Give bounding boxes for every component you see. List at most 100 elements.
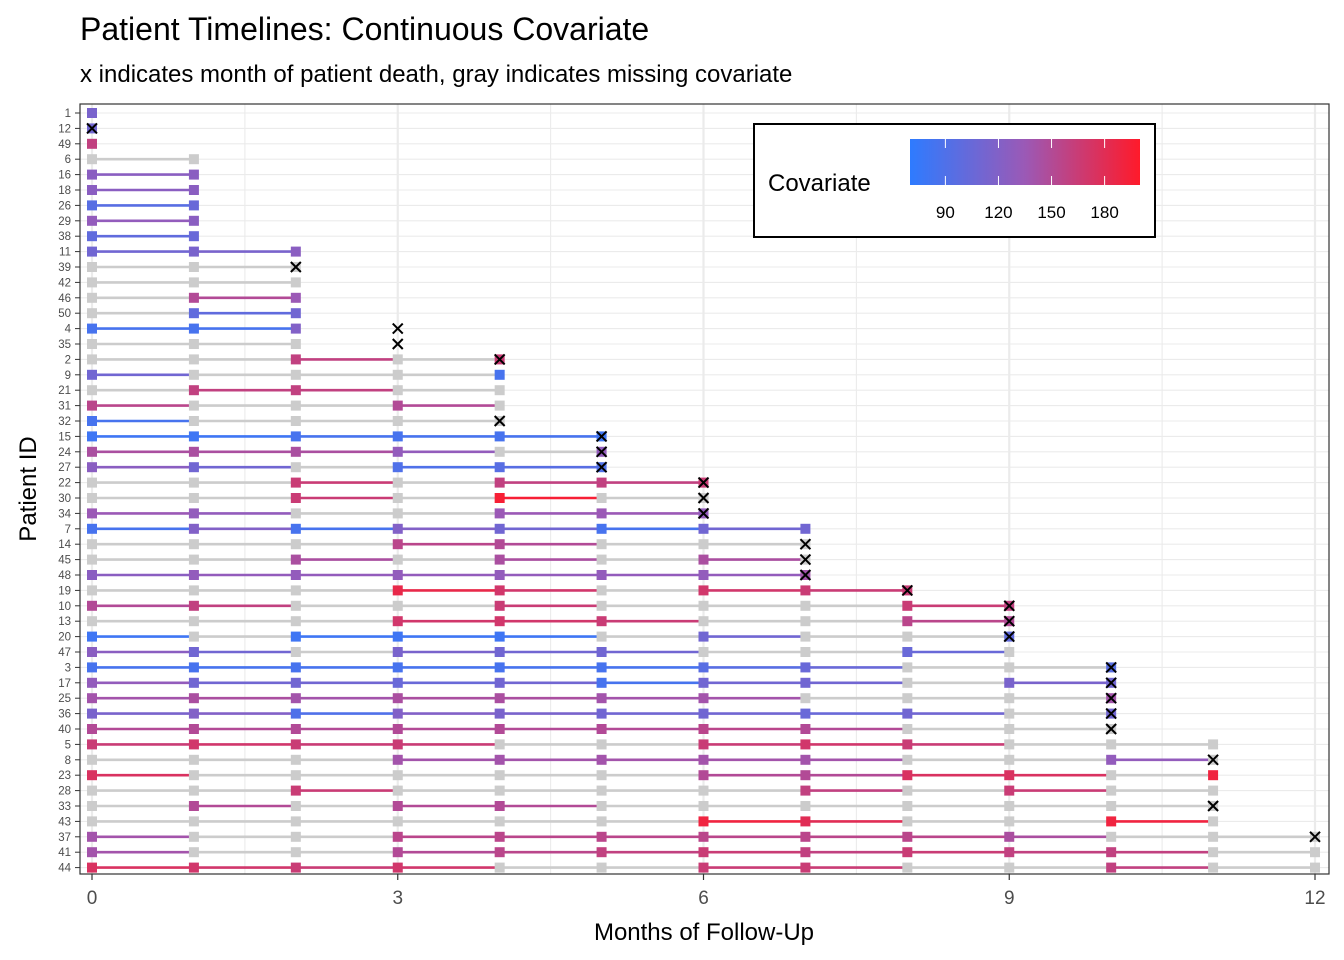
x-tick-label: 0 <box>87 888 98 909</box>
y-tick-label: 4 <box>65 324 72 336</box>
observation-point <box>188 616 199 627</box>
death-marker <box>901 584 914 597</box>
observation-point <box>596 693 607 704</box>
observation-point <box>290 600 301 611</box>
observation-point <box>698 570 709 580</box>
observation-point <box>87 169 97 180</box>
death-marker-stroke <box>799 553 812 566</box>
death-marker <box>697 476 710 489</box>
y-tick-label: 14 <box>58 539 71 551</box>
observation-point <box>188 523 199 534</box>
death-marker-stroke <box>493 353 506 366</box>
observation-point <box>188 677 199 688</box>
observation-point <box>188 862 199 873</box>
observation-point <box>290 277 301 288</box>
observation-point <box>800 801 811 811</box>
observation-point <box>290 677 301 688</box>
death-marker-stroke <box>595 446 608 458</box>
death-marker <box>595 461 608 473</box>
observation-point <box>494 647 505 657</box>
observation-point <box>902 724 913 734</box>
observation-point <box>87 246 97 257</box>
observation-point <box>87 277 97 288</box>
y-tick-label: 44 <box>58 863 71 875</box>
chart-title: Patient Timelines: Continuous Covariate <box>80 11 649 47</box>
observation-point <box>494 754 505 765</box>
death-marker-stroke <box>86 122 98 135</box>
observation-point <box>188 739 199 750</box>
observation-point <box>698 554 709 565</box>
observation-point <box>494 462 505 473</box>
observation-point <box>188 308 199 319</box>
observation-point <box>596 816 607 827</box>
timeline-segments <box>92 157 1315 869</box>
observation-point <box>87 600 97 611</box>
death-marker-stroke <box>697 476 710 489</box>
legend-tick-label: 150 <box>1037 203 1065 222</box>
observation-point <box>1004 647 1015 657</box>
observation-point <box>290 385 301 396</box>
observation-point <box>1106 862 1117 873</box>
death-marker <box>1207 800 1219 812</box>
observation-point <box>596 754 607 765</box>
y-tick-label: 21 <box>58 385 71 397</box>
observation-point <box>87 385 97 396</box>
observation-point <box>1004 754 1015 765</box>
observation-point <box>290 785 301 796</box>
death-marker-stroke <box>1105 723 1117 735</box>
observation-point <box>87 369 97 380</box>
y-tick-label: 9 <box>65 370 71 382</box>
observation-point <box>188 477 199 488</box>
death-marker-stroke <box>1003 600 1015 612</box>
observation-point <box>1004 662 1015 673</box>
observation-point <box>392 446 403 457</box>
observation-point <box>87 185 97 195</box>
observation-point <box>188 154 199 165</box>
y-tick-label: 16 <box>58 170 71 182</box>
observation-point <box>290 246 301 257</box>
observation-point <box>87 570 97 580</box>
observation-point <box>392 785 403 796</box>
observation-point <box>902 662 913 673</box>
y-tick-label: 46 <box>58 293 71 305</box>
observation-point <box>698 600 709 611</box>
death-marker <box>493 353 506 366</box>
observation-point <box>290 831 301 842</box>
observation-point <box>188 585 199 596</box>
x-tick-label: 12 <box>1304 888 1325 909</box>
death-marker <box>1309 831 1321 843</box>
chart-subtitle: x indicates month of patient death, gray… <box>80 61 792 88</box>
observation-point <box>188 215 199 226</box>
observation-point <box>698 862 709 873</box>
observation-point <box>596 477 607 488</box>
observation-point <box>87 323 97 334</box>
y-axis-title: Patient ID <box>15 436 42 541</box>
observation-point <box>290 539 301 550</box>
death-marker-stroke <box>1207 754 1219 766</box>
death-marker <box>392 322 404 335</box>
observation-point <box>87 739 97 750</box>
observation-point <box>1208 847 1219 858</box>
death-marker-stroke <box>392 338 404 350</box>
observation-point <box>1004 724 1015 734</box>
observation-point <box>392 585 403 596</box>
observation-point <box>188 385 199 396</box>
legend-tick-label: 90 <box>936 203 955 222</box>
observation-point <box>596 662 607 673</box>
observation-point <box>392 570 403 580</box>
observation-point <box>188 493 199 503</box>
observation-point <box>188 724 199 734</box>
observation-point <box>902 647 913 657</box>
y-tick-label: 43 <box>58 816 71 828</box>
observation-point <box>596 539 607 550</box>
y-tick-label: 33 <box>58 801 71 813</box>
observation-point <box>800 693 811 704</box>
death-marker <box>595 446 608 458</box>
death-marker <box>1003 615 1015 627</box>
observation-point <box>290 416 301 426</box>
observation-point <box>188 246 199 257</box>
death-marker <box>799 553 812 566</box>
y-tick-label: 3 <box>65 662 71 674</box>
death-marker-stroke <box>799 538 812 550</box>
observation-point <box>494 631 505 642</box>
